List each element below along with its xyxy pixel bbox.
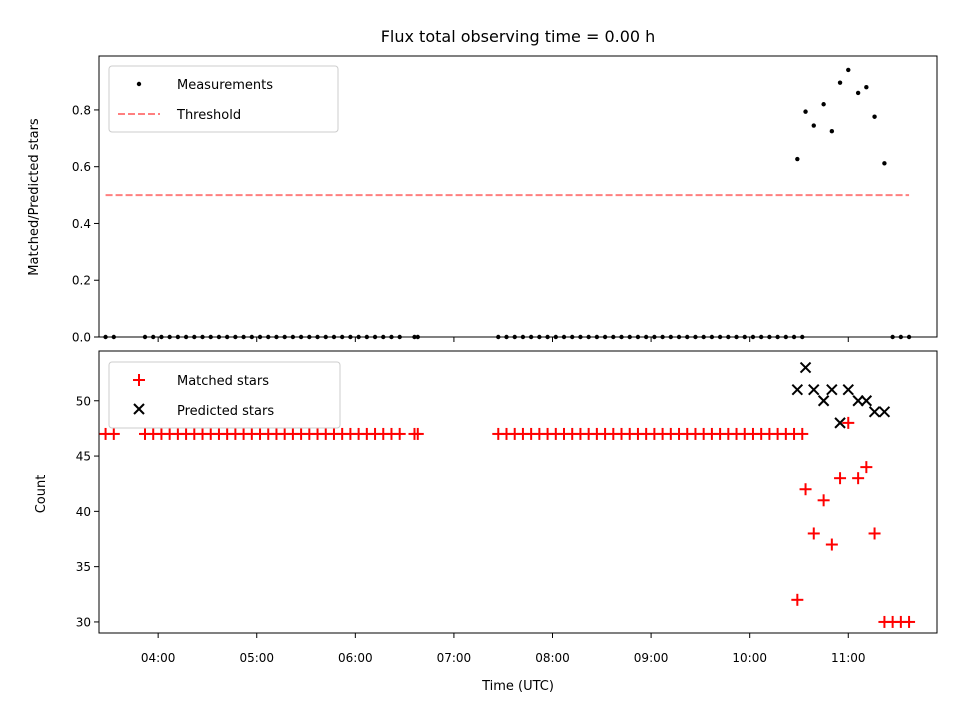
x-tick-label: 07:00 xyxy=(437,651,472,665)
y-tick-label: 0.2 xyxy=(72,274,91,288)
x-tick-label: 04:00 xyxy=(141,651,176,665)
matched-stars-point xyxy=(834,472,847,485)
predicted-stars-point xyxy=(852,395,864,407)
y-tick-label: 0.8 xyxy=(72,103,91,117)
measurement-point xyxy=(821,102,826,107)
bottom-legend-frame xyxy=(108,361,341,429)
top-legend: Measurements Threshold xyxy=(108,65,339,133)
measurement-point xyxy=(872,114,877,119)
threshold-legend-label: Threshold xyxy=(176,108,241,123)
x-tick-label: 08:00 xyxy=(535,651,570,665)
y-tick-label: 40 xyxy=(76,505,91,519)
top-panel: 0.0 0.2 0.4 0.6 0.8 xyxy=(72,55,938,345)
x-tick-label: 10:00 xyxy=(732,651,767,665)
matched-stars-point xyxy=(791,593,804,606)
bottom-y-axis-label: Count xyxy=(34,475,49,514)
predicted-stars-legend-label: Predicted stars xyxy=(177,404,274,419)
measurement-point xyxy=(803,109,808,114)
matched-stars-legend-label: Matched stars xyxy=(177,374,269,389)
y-tick-label: 0.4 xyxy=(72,217,91,231)
chart-title: Flux total observing time = 0.00 h xyxy=(381,27,656,46)
measurement-point xyxy=(811,123,816,128)
matched-stars-point xyxy=(807,527,820,540)
x-axis-label: Time (UTC) xyxy=(481,679,554,694)
predicted-stars-point xyxy=(791,383,804,396)
x-tick-label: 11:00 xyxy=(831,651,866,665)
predicted-stars-point xyxy=(878,406,891,418)
matched-stars-point xyxy=(817,494,830,507)
predicted-stars-point xyxy=(826,383,838,396)
predicted-stars-legend-marker xyxy=(133,403,145,415)
predicted-stars-point xyxy=(799,361,812,374)
matched-stars-point xyxy=(799,483,812,496)
y-tick-label: 35 xyxy=(76,560,91,574)
y-tick-label: 50 xyxy=(76,394,91,408)
matched-stars-point xyxy=(852,472,865,485)
measurement-point xyxy=(855,90,861,96)
predicted-stars-point xyxy=(868,406,881,418)
measurement-point xyxy=(882,161,887,166)
x-tick-label: 09:00 xyxy=(634,651,669,665)
predicted-stars-point xyxy=(817,395,830,407)
y-tick-label: 0.0 xyxy=(72,331,91,345)
x-tick-label: 05:00 xyxy=(239,651,274,665)
matched-stars-point xyxy=(860,461,873,474)
y-tick-label: 30 xyxy=(76,615,91,629)
bottom-legend: Matched stars Predicted stars xyxy=(108,361,341,429)
matched-stars-point xyxy=(107,427,120,440)
matched-stars-point xyxy=(393,427,406,440)
top-y-axis-label: Matched/Predicted stars xyxy=(27,118,42,276)
plot-frame xyxy=(98,55,938,338)
matched-stars-point xyxy=(868,527,881,540)
matched-stars-point xyxy=(903,615,916,628)
matched-stars-point xyxy=(842,416,855,429)
matched-stars-legend-marker xyxy=(133,374,145,386)
measurement-point xyxy=(846,67,851,73)
matched-stars-point xyxy=(411,427,424,440)
matched-stars-point xyxy=(796,427,809,440)
measurement-point xyxy=(837,80,843,85)
predicted-stars-point xyxy=(808,383,820,396)
predicted-stars-point xyxy=(834,417,846,429)
y-tick-label: 45 xyxy=(76,450,91,464)
measurement-point xyxy=(864,85,869,90)
measurement-point xyxy=(795,156,800,162)
plot-frame xyxy=(98,350,938,634)
x-tick-label: 06:00 xyxy=(338,651,373,665)
bottom-panel: 30 35 40 45 50 04:00 05:00 06:00 07:00 08:00 09:00… xyxy=(76,350,938,665)
y-tick-label: 0.6 xyxy=(72,160,91,174)
predicted-stars-point xyxy=(842,383,854,396)
matched-stars-point xyxy=(825,538,838,551)
measurements-legend-label: Measurements xyxy=(177,78,273,93)
predicted-stars-point xyxy=(860,395,873,407)
top-legend-frame xyxy=(108,65,339,133)
measurements-legend-marker xyxy=(136,81,142,87)
measurement-point xyxy=(829,129,835,134)
